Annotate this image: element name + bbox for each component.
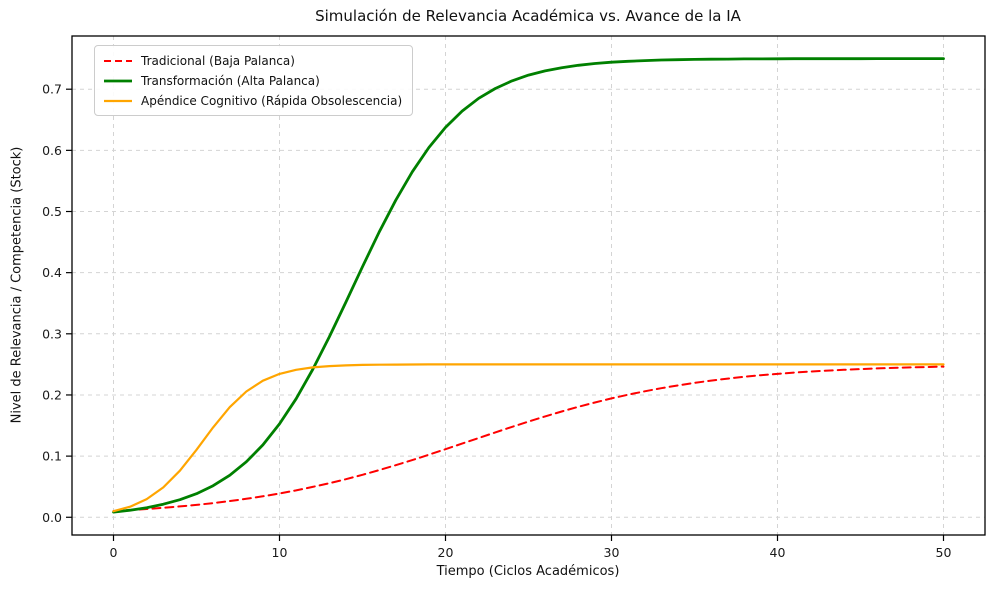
legend-item-transformacion: Transformación (Alta Palanca) [103, 71, 402, 90]
legend-item-apendice: Apéndice Cognitivo (Rápida Obsolescencia… [103, 91, 402, 110]
legend-label: Transformación (Alta Palanca) [141, 73, 320, 88]
y-tick-label: 0.1 [42, 449, 62, 464]
y-tick-label: 0.6 [42, 143, 62, 158]
y-tick-label: 0.4 [42, 265, 62, 280]
y-axis-label: Nivel de Relevancia / Competencia (Stock… [9, 146, 25, 424]
legend-swatch-transformacion [104, 79, 132, 82]
y-tick-label: 0.2 [42, 387, 62, 402]
plot-border [71, 35, 986, 536]
legend-label: Apéndice Cognitivo (Rápida Obsolescencia… [141, 93, 403, 108]
curve-tradicional [112, 365, 945, 512]
x-tick-label: 10 [272, 545, 288, 560]
curve-transformacion [112, 57, 945, 514]
legend-swatch-apendice [104, 99, 132, 102]
y-tick-label: 0.0 [42, 510, 62, 525]
curve-apendice [112, 363, 945, 513]
legend: Tradicional (Baja Palanca) Transformación… [94, 45, 414, 116]
chart-title: Simulación de Relevancia Académica vs. A… [315, 7, 741, 25]
x-tick-label: 30 [604, 545, 620, 560]
x-axis-label: Tiempo (Ciclos Académicos) [436, 564, 620, 579]
x-tick-label: 20 [438, 545, 454, 560]
legend-item-tradicional: Tradicional (Baja Palanca) [103, 51, 402, 70]
x-tick-label: 0 [110, 545, 118, 560]
y-tick-label: 0.5 [42, 204, 62, 219]
y-tick-label: 0.7 [42, 82, 62, 97]
x-tick-label: 40 [770, 545, 786, 560]
x-tick-label: 50 [936, 545, 952, 560]
legend-label: Tradicional (Baja Palanca) [141, 53, 295, 68]
legend-swatch-tradicional [104, 59, 132, 62]
y-tick-label: 0.3 [42, 326, 62, 341]
